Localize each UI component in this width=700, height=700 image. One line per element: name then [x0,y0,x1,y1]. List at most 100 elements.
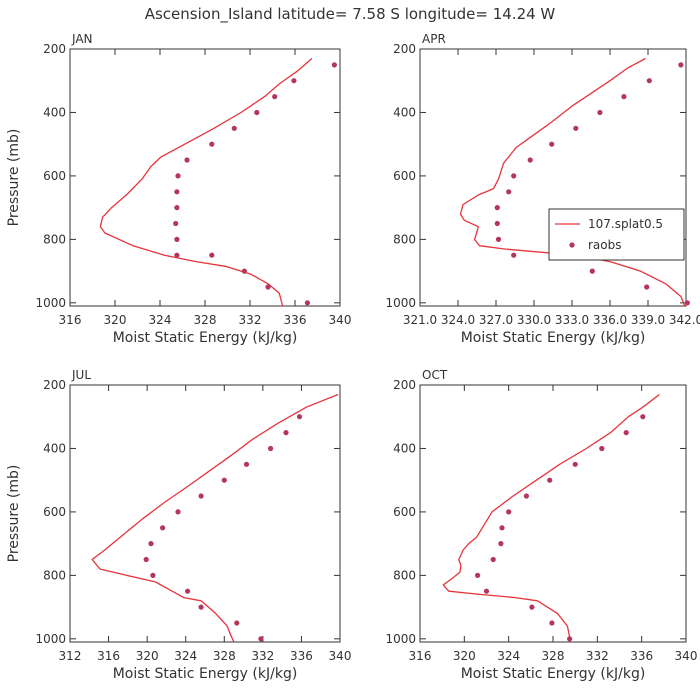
x-tick-label: 316 [409,649,432,663]
x-tick-label: 328 [213,649,236,663]
raobs-point [621,94,627,100]
y-tick-label: 600 [43,505,66,519]
x-tick-label: 342.0 [669,313,700,327]
x-tick-label: 333.0 [555,313,589,327]
x-tick-label: 332 [251,649,274,663]
y-tick-label: 400 [393,441,416,455]
panel-jan: JAN 316 320 324 328 332 336 340 200 400 600 800 1000… [6,32,351,346]
x-tick-label: 336 [290,649,313,663]
raobs-point [494,205,500,211]
raobs-point [498,541,504,547]
legend-box [548,208,685,261]
x-tick-label: 320 [453,649,476,663]
panel-jul: JUL 312 316 320 324 328 332 336 340 200 400 600 800 1… [6,368,351,682]
x-tick-label: 332 [586,649,609,663]
plot-frame [419,48,687,307]
raobs-point [529,604,535,610]
raobs-point [547,477,553,483]
raobs-point [174,236,180,242]
legend-marker-swatch [569,242,575,248]
plot-frame [69,384,341,643]
raobs-point [483,588,490,594]
raobs-point [623,430,629,436]
model-line-series [99,58,313,307]
raobs-point [258,636,264,642]
x-tick-label: 316 [59,313,82,327]
x-tick-label: 336 [284,313,307,327]
panel-title: JUL [71,368,91,382]
y-tick-label: 400 [43,105,66,119]
y-tick-label: 800 [43,232,66,246]
raobs-point [175,509,181,515]
y-tick-label: 200 [43,42,66,56]
y-axis-label: Pressure (mb) [6,129,22,227]
raobs-point [209,252,215,258]
raobs-point [209,141,215,147]
raobs-point [331,62,337,68]
x-tick-label: 320 [136,649,159,663]
plot-frame [69,48,341,307]
x-tick-label: 340 [329,649,352,663]
legend: 107.splat0.5 raobs [548,208,685,261]
x-tick-label: 339.0 [631,313,665,327]
raobs-point [495,236,502,242]
raobs-point [198,493,204,499]
x-tick-label: 321.0 [403,313,437,327]
raobs-point [150,572,156,579]
raobs-point [549,141,555,147]
x-tick-label: 324 [497,649,520,663]
raobs-point [254,109,260,116]
raobs-point [646,78,652,84]
x-tick-label: 324 [174,649,197,663]
raobs-point [185,588,191,594]
y-tick-label: 1000 [385,632,416,646]
panel-apr: APR 321.0 324.0 327.0 330.0 333.0 336.0 339.0 34… [385,32,700,346]
raobs-point [296,414,303,420]
raobs-point [304,300,310,306]
raobs-point [678,62,684,68]
y-tick-label: 1000 [35,632,66,646]
raobs-point [160,525,166,531]
raobs-point [511,173,517,179]
x-tick-label: 336 [630,649,653,663]
model-line-series [442,393,660,643]
raobs-point [234,620,240,626]
x-axis-label: Moist Static Energy (kJ/kg) [113,330,298,346]
raobs-point [283,430,289,436]
panels: JAN 316 320 324 328 332 336 340 200 400 600 800 1000… [6,32,700,682]
raobs-point [265,284,271,290]
y-tick-label: 200 [393,378,416,392]
raobs-point [640,414,646,420]
y-tick-label: 800 [43,568,66,582]
raobs-point [174,205,180,211]
panel-title: OCT [422,368,448,382]
raobs-point [506,509,512,515]
y-tick-label: 200 [43,378,66,392]
raobs-point [198,604,204,610]
x-axis-label: Moist Static Energy (kJ/kg) [461,666,646,682]
raobs-point [173,220,179,227]
y-tick-label: 1000 [35,296,66,310]
y-tick-label: 600 [43,169,66,183]
x-tick-label: 340 [675,649,698,663]
raobs-point [494,220,500,227]
raobs-point [143,556,149,563]
figure-title: Ascension_Island latitude= 7.58 S longit… [145,5,556,24]
plot-frame [419,384,687,643]
raobs-point [506,189,512,195]
x-tick-label: 330.0 [517,313,551,327]
raobs-point [184,157,190,163]
x-tick-label: 328 [194,313,217,327]
raobs-point [549,620,555,626]
raobs-point [644,284,650,290]
raobs-point [174,252,180,258]
x-tick-label: 327.0 [479,313,513,327]
raobs-point [268,445,274,452]
y-axis-label: Pressure (mb) [6,465,22,563]
raobs-point [572,461,578,467]
y-tick-label: 400 [393,105,416,119]
x-axis-label: Moist Static Energy (kJ/kg) [461,330,646,346]
raobs-point [241,268,247,274]
raobs-point [573,125,579,131]
